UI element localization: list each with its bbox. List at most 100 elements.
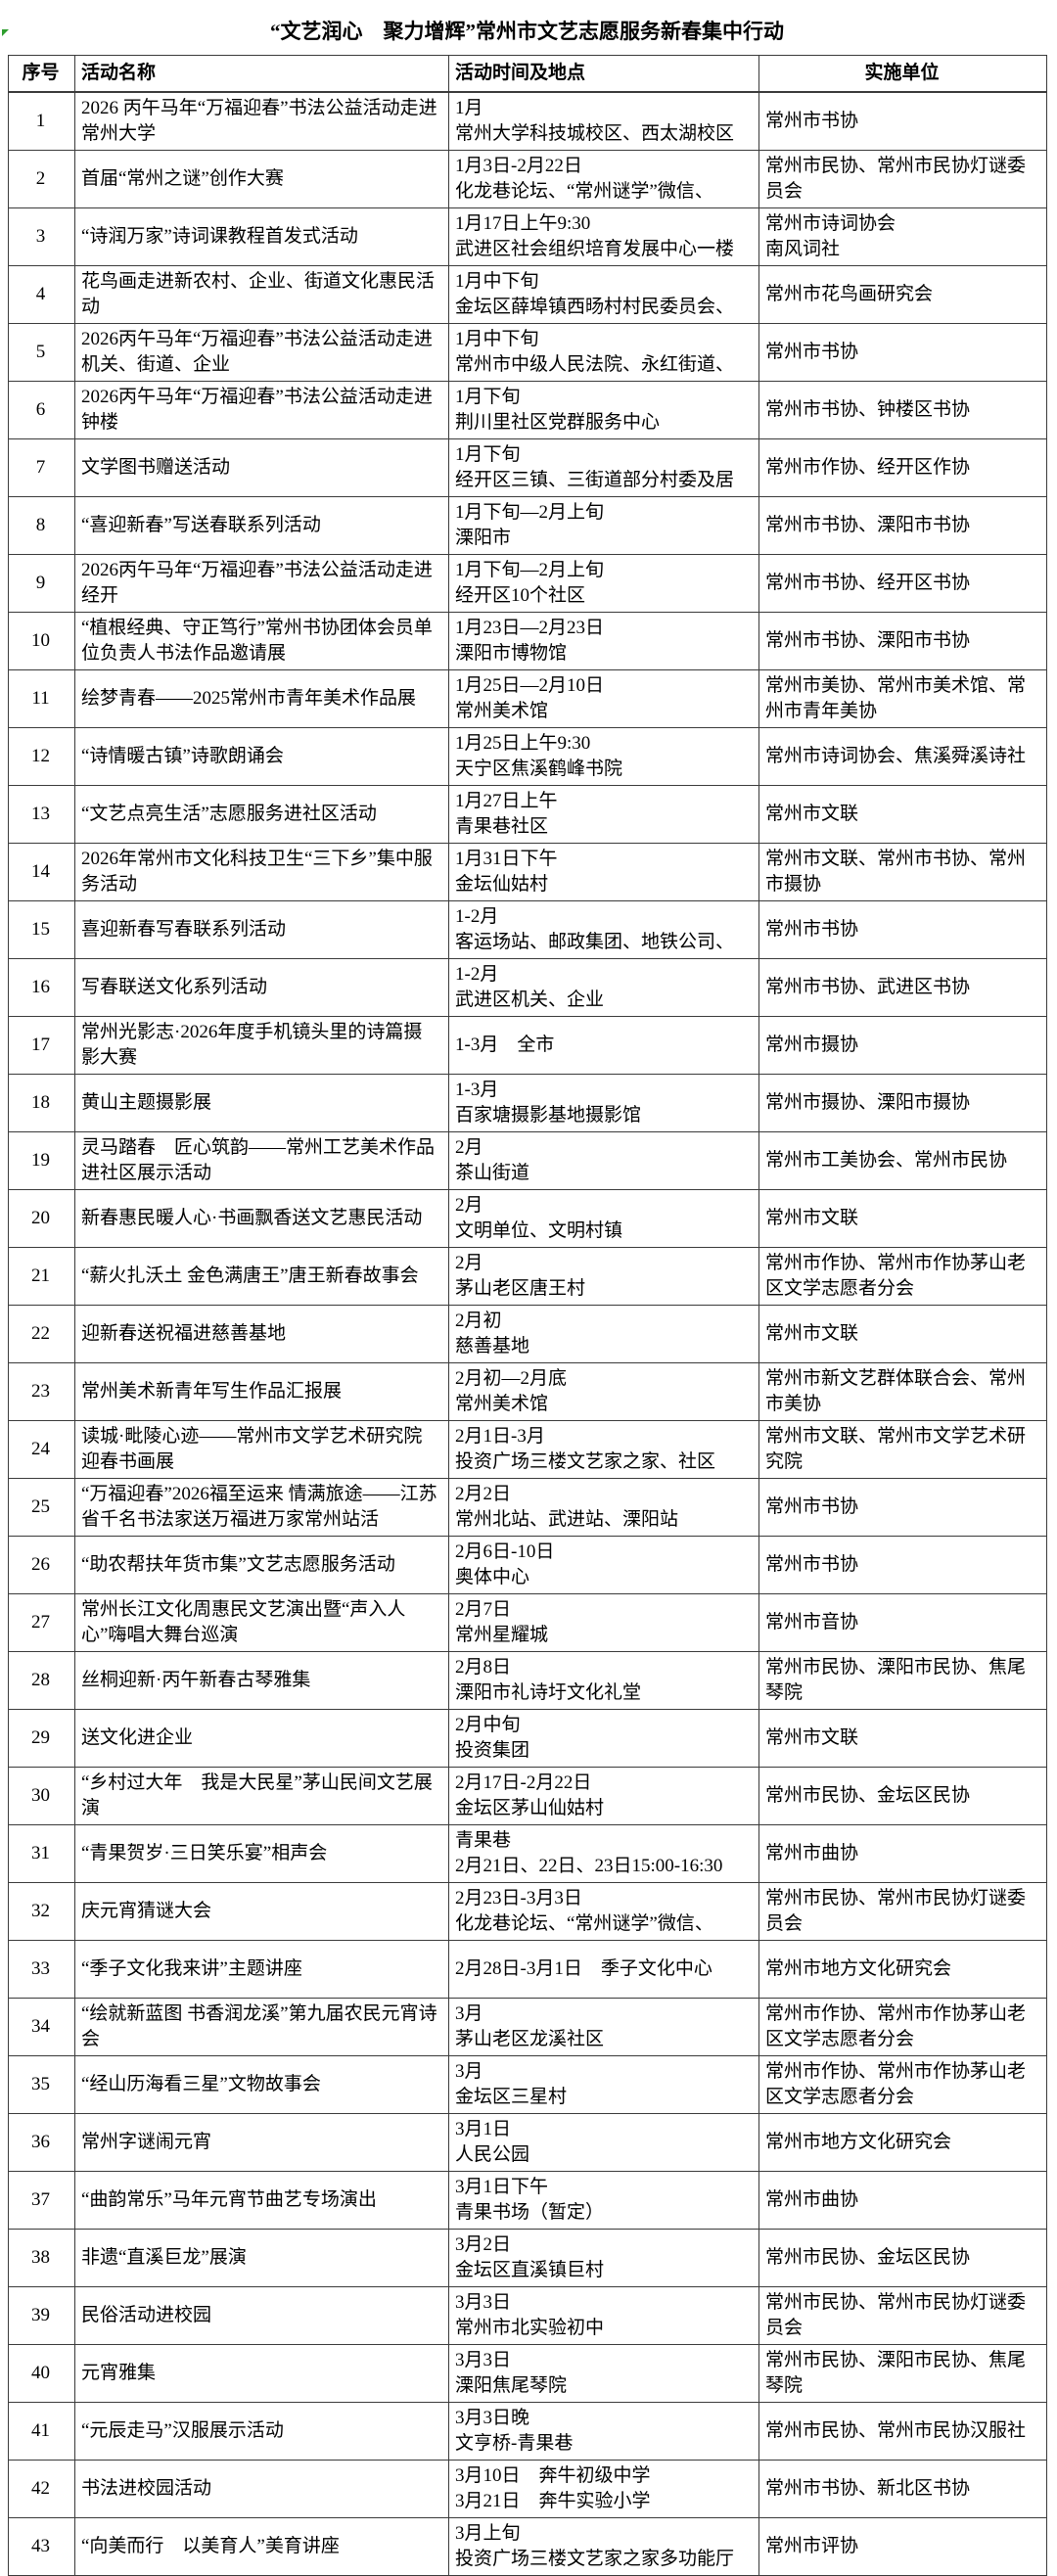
table-row: 40 元宵雅集 3月3日 溧阳焦尾琴院 常州市民协、溧阳市民协、焦尾琴院 — [8, 2344, 1047, 2403]
cell-activity-name: “向美而行 以美育人”美育讲座 — [74, 2517, 449, 2576]
cell-activity-time-place: 2月 茅山老区唐王村 — [448, 1247, 759, 1306]
cell-activity-number: 23 — [8, 1362, 75, 1421]
table-row: 25 “万福迎春”2026福至运来 情满旅途——江苏省千名书法家送万福进万家常州… — [8, 1478, 1047, 1537]
cell-implementing-unit: 常州市书协、经开区书协 — [758, 554, 1047, 613]
cell-implementing-unit: 常州市工美协会、常州市民协 — [758, 1131, 1047, 1190]
cell-activity-number: 13 — [8, 785, 75, 844]
cell-activity-time-place: 1月中下旬 常州市中级人民法院、永红街道、 — [448, 323, 759, 382]
table-row: 35 “经山历海看三星”文物故事会 3月 金坛区三星村 常州市作协、常州市作协茅… — [8, 2055, 1047, 2114]
cell-activity-time-place: 2月8日 溧阳市礼诗圩文化礼堂 — [448, 1651, 759, 1710]
cell-activity-number: 36 — [8, 2113, 75, 2172]
cell-activity-time-place: 3月3日晚 文亨桥-青果巷 — [448, 2402, 759, 2461]
table-row: 42 书法进校园活动 3月10日 奔牛初级中学 3月21日 奔牛实验小学 常州市… — [8, 2460, 1047, 2518]
cell-activity-number: 37 — [8, 2171, 75, 2230]
cell-activity-name: “曲韵常乐”马年元宵节曲艺专场演出 — [74, 2171, 449, 2230]
cell-activity-name: 2026丙午马年“万福迎春”书法公益活动走进经开 — [74, 554, 449, 613]
cell-activity-time-place: 3月1日下午 青果书场（暂定） — [448, 2171, 759, 2230]
cell-activity-time-place: 3月 金坛区三星村 — [448, 2055, 759, 2114]
cell-activity-time-place: 2月23日-3月3日 化龙巷论坛、“常州谜学”微信、 — [448, 1882, 759, 1941]
cell-activity-number: 8 — [8, 496, 75, 555]
cell-activity-time-place: 3月10日 奔牛初级中学 3月21日 奔牛实验小学 — [448, 2460, 759, 2518]
cell-activity-time-place: 1-2月 客运场站、邮政集团、地铁公司、 — [448, 900, 759, 959]
table-row: 32 庆元宵猜谜大会 2月23日-3月3日 化龙巷论坛、“常州谜学”微信、 常州… — [8, 1882, 1047, 1941]
cell-activity-time-place: 1月23日—2月23日 溧阳市博物馆 — [448, 612, 759, 670]
table-row: 6 2026丙午马年“万福迎春”书法公益活动走进钟楼 1月下旬 荆川里社区党群服… — [8, 381, 1047, 439]
cell-activity-time-place: 3月1日 人民公园 — [448, 2113, 759, 2172]
cell-implementing-unit: 常州市书协 — [758, 91, 1047, 151]
table-row: 5 2026丙午马年“万福迎春”书法公益活动走进机关、街道、企业 1月中下旬 常… — [8, 323, 1047, 382]
table-row: 15 喜迎新春写春联系列活动 1-2月 客运场站、邮政集团、地铁公司、 常州市书… — [8, 900, 1047, 959]
cell-activity-time-place: 1月下旬—2月上旬 经开区10个社区 — [448, 554, 759, 613]
cell-activity-number: 35 — [8, 2055, 75, 2114]
cell-implementing-unit: 常州市文联 — [758, 1709, 1047, 1768]
cell-implementing-unit: 常州市作协、常州市作协茅山老区文学志愿者分会 — [758, 1247, 1047, 1306]
cell-activity-number: 10 — [8, 612, 75, 670]
cell-activity-time-place: 2月1日-3月 投资广场三楼文艺家之家、社区 — [448, 1420, 759, 1479]
cell-activity-time-place: 1月下旬—2月上旬 溧阳市 — [448, 496, 759, 555]
cell-implementing-unit: 常州市作协、经开区作协 — [758, 438, 1047, 497]
cell-activity-name: “元辰走马”汉服展示活动 — [74, 2402, 449, 2461]
cell-activity-time-place: 青果巷 2月21日、22日、23日15:00-16:30 — [448, 1824, 759, 1883]
cell-activity-number: 16 — [8, 958, 75, 1017]
cell-activity-number: 20 — [8, 1189, 75, 1248]
cell-activity-number: 40 — [8, 2344, 75, 2403]
cell-activity-number: 9 — [8, 554, 75, 613]
table-row: 2 首届“常州之谜”创作大赛 1月3日-2月22日 化龙巷论坛、“常州谜学”微信… — [8, 150, 1047, 208]
cell-activity-name: 喜迎新春写春联系列活动 — [74, 900, 449, 959]
table-row: 27 常州长江文化周惠民文艺演出暨“声入人心”嗨唱大舞台巡演 2月7日 常州星耀… — [8, 1593, 1047, 1652]
table-row: 9 2026丙午马年“万福迎春”书法公益活动走进经开 1月下旬—2月上旬 经开区… — [8, 554, 1047, 613]
cell-activity-name: 民俗活动进校园 — [74, 2286, 449, 2345]
cell-implementing-unit: 常州市书协、溧阳市书协 — [758, 612, 1047, 670]
cell-activity-name: 写春联送文化系列活动 — [74, 958, 449, 1017]
table-row: 30 “乡村过大年 我是大民星”茅山民间文艺展演 2月17日-2月22日 金坛区… — [8, 1767, 1047, 1825]
cell-implementing-unit: 常州市民协、常州市民协灯谜委员会 — [758, 1882, 1047, 1941]
header-cell-name: 活动名称 — [74, 55, 449, 93]
cell-activity-name: 首届“常州之谜”创作大赛 — [74, 150, 449, 208]
table-row: 12 “诗情暖古镇”诗歌朗诵会 1月25日上午9:30 天宁区焦溪鹤峰书院 常州… — [8, 727, 1047, 786]
cell-implementing-unit: 常州市民协、常州市民协灯谜委员会 — [758, 150, 1047, 208]
cell-activity-time-place: 2月中旬 投资集团 — [448, 1709, 759, 1768]
cell-activity-time-place: 1月下旬 荆川里社区党群服务中心 — [448, 381, 759, 439]
cell-implementing-unit: 常州市民协、常州市民协灯谜委员会 — [758, 2286, 1047, 2345]
cell-activity-number: 18 — [8, 1074, 75, 1132]
cell-activity-name: “绘就新蓝图 书香润龙溪”第九届农民元宵诗会 — [74, 1998, 449, 2056]
cell-activity-name: 读城·毗陵心迹——常州市文学艺术研究院迎春书画展 — [74, 1420, 449, 1479]
cell-implementing-unit: 常州市文联、常州市文学艺术研究院 — [758, 1420, 1047, 1479]
cell-activity-number: 28 — [8, 1651, 75, 1710]
cell-activity-time-place: 2月6日-10日 奥体中心 — [448, 1536, 759, 1594]
table-row: 39 民俗活动进校园 3月3日 常州市北实验初中 常州市民协、常州市民协灯谜委员… — [8, 2286, 1047, 2345]
cell-implementing-unit: 常州市民协、金坛区民协 — [758, 1767, 1047, 1825]
cell-implementing-unit: 常州市民协、溧阳市民协、焦尾琴院 — [758, 2344, 1047, 2403]
cell-implementing-unit: 常州市书协 — [758, 1536, 1047, 1594]
cell-implementing-unit: 常州市评协 — [758, 2517, 1047, 2576]
table-row: 16 写春联送文化系列活动 1-2月 武进区机关、企业 常州市书协、武进区书协 — [8, 958, 1047, 1017]
table-row: 17 常州光影志·2026年度手机镜头里的诗篇摄影大赛 1-3月 全市 常州市摄… — [8, 1016, 1047, 1075]
table-row: 18 黄山主题摄影展 1-3月 百家塘摄影基地摄影馆 常州市摄协、溧阳市摄协 — [8, 1074, 1047, 1132]
table-row: 19 灵马踏春 匠心筑韵——常州工艺美术作品进社区展示活动 2月 茶山街道 常州… — [8, 1131, 1047, 1190]
cell-activity-time-place: 2月初 慈善基地 — [448, 1305, 759, 1363]
table-row: 26 “助农帮扶年货市集”文艺志愿服务活动 2月6日-10日 奥体中心 常州市书… — [8, 1536, 1047, 1594]
cell-activity-number: 25 — [8, 1478, 75, 1537]
cell-implementing-unit: 常州市书协、溧阳市书协 — [758, 496, 1047, 555]
cell-implementing-unit: 常州市作协、常州市作协茅山老区文学志愿者分会 — [758, 2055, 1047, 2114]
cell-activity-name: 灵马踏春 匠心筑韵——常州工艺美术作品进社区展示活动 — [74, 1131, 449, 1190]
table-row: 36 常州字谜闹元宵 3月1日 人民公园 常州市地方文化研究会 — [8, 2113, 1047, 2172]
cell-implementing-unit: 常州市摄协 — [758, 1016, 1047, 1075]
cell-activity-name: 元宵雅集 — [74, 2344, 449, 2403]
cell-activity-time-place: 2月2日 常州北站、武进站、溧阳站 — [448, 1478, 759, 1537]
cell-activity-name: 常州美术新青年写生作品汇报展 — [74, 1362, 449, 1421]
cell-activity-name: 2026丙午马年“万福迎春”书法公益活动走进钟楼 — [74, 381, 449, 439]
cell-implementing-unit: 常州市书协、钟楼区书协 — [758, 381, 1047, 439]
cell-activity-name: “喜迎新春”写送春联系列活动 — [74, 496, 449, 555]
activities-table: 序号 活动名称 活动时间及地点 实施单位 1 2026 丙午马年“万福迎春”书法… — [8, 55, 1047, 2576]
table-row: 10 “植根经典、守正笃行”常州书协团体会员单位负责人书法作品邀请展 1月23日… — [8, 612, 1047, 670]
cell-activity-time-place: 1月25日—2月10日 常州美术馆 — [448, 669, 759, 728]
cell-activity-number: 41 — [8, 2402, 75, 2461]
cell-activity-number: 33 — [8, 1940, 75, 1999]
cell-activity-number: 14 — [8, 843, 75, 901]
table-row: 4 花鸟画走进新农村、企业、街道文化惠民活动 1月中下旬 金坛区薛埠镇西旸村村民… — [8, 265, 1047, 324]
cell-activity-name: “助农帮扶年货市集”文艺志愿服务活动 — [74, 1536, 449, 1594]
cell-activity-name: 花鸟画走进新农村、企业、街道文化惠民活动 — [74, 265, 449, 324]
cell-activity-time-place: 3月3日 常州市北实验初中 — [448, 2286, 759, 2345]
